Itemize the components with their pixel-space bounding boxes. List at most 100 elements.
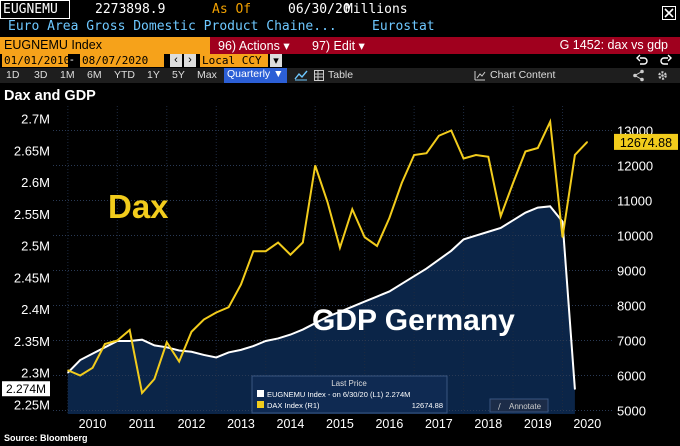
gdp-point <box>401 283 403 285</box>
range-max[interactable]: Max <box>197 69 217 81</box>
currency-select[interactable]: Local CCY <box>200 54 268 67</box>
left-axis-tick: 2.45M <box>14 270 50 285</box>
annotate-button[interactable] <box>489 398 549 413</box>
x-axis-tick: 2012 <box>178 417 206 431</box>
range-1d[interactable]: 1D <box>6 69 20 81</box>
share-icon[interactable] <box>632 69 645 82</box>
legend-dax-swatch <box>257 401 264 408</box>
dax-point <box>240 283 242 286</box>
dax-point <box>289 254 292 256</box>
redo-icon[interactable] <box>660 54 672 67</box>
data-source: Eurostat <box>372 19 435 34</box>
dax-point <box>586 141 588 143</box>
table-button[interactable]: Table <box>328 69 354 81</box>
gdp-point <box>425 267 428 270</box>
dax-point <box>561 236 564 238</box>
dax-point <box>265 250 267 252</box>
left-current-badge <box>2 381 50 397</box>
x-axis-tick: 2018 <box>474 417 502 431</box>
x-axis-tick: 2015 <box>326 417 354 431</box>
security-header: EUGNEMU 2273898.9 As Of 06/30/20 Million… <box>0 0 680 19</box>
gdp-point <box>487 231 489 233</box>
gdp-point <box>265 340 267 342</box>
edit-menu[interactable]: 97) Edit ▾ <box>312 39 365 53</box>
legend-gdp-swatch <box>257 390 264 397</box>
dax-point <box>364 236 366 238</box>
legend-box <box>251 375 448 414</box>
legend-dax-entry: DAX Index (R1) <box>267 401 320 410</box>
gdp-annotation: GDP Germany <box>312 304 515 337</box>
period-select[interactable]: Quarterly ▼ <box>224 68 287 83</box>
gdp-point <box>277 337 279 340</box>
gdp-line <box>67 205 576 390</box>
dax-point <box>574 154 576 156</box>
dax-point <box>549 121 551 123</box>
gdp-point <box>141 339 143 341</box>
x-axis-tick: 2017 <box>425 417 453 431</box>
gdp-point <box>79 359 81 361</box>
right-axis-tick: 9000 <box>617 264 646 279</box>
dax-point <box>450 129 452 132</box>
left-axis-tick: 2.65M <box>14 143 50 158</box>
chart-content-icon <box>474 71 486 81</box>
dax-point <box>203 318 205 321</box>
dax-point <box>314 164 316 167</box>
range-6m[interactable]: 6M <box>87 69 102 81</box>
ticker-label: EUGNEMU <box>0 0 70 19</box>
line-chart-icon[interactable] <box>294 70 308 81</box>
right-axis-tick: 10000 <box>617 229 653 244</box>
table-icon <box>314 70 324 81</box>
range-5y[interactable]: 5Y <box>172 69 185 81</box>
dax-point <box>190 331 193 333</box>
left-axis-tick: 2.7M <box>21 112 50 127</box>
range-1y[interactable]: 1Y <box>147 69 160 81</box>
dax-point <box>537 147 539 149</box>
close-icon[interactable] <box>662 6 676 20</box>
units-label: Millions <box>345 2 408 17</box>
right-axis-tick: 7000 <box>617 334 646 349</box>
dax-point <box>413 154 415 156</box>
x-axis-tick: 2020 <box>573 417 601 431</box>
date-next-icon[interactable]: › <box>184 54 196 67</box>
date-prev-icon[interactable]: ‹ <box>170 54 182 67</box>
x-axis-tick: 2010 <box>79 417 107 431</box>
date-separator: - <box>70 54 74 66</box>
security-field[interactable]: EUGNEMU Index <box>0 37 210 54</box>
end-date-input[interactable]: 08/07/2020 <box>80 54 164 67</box>
chart-content-button[interactable]: Chart Content <box>490 69 556 81</box>
date-range-bar: 01/01/2010 - 08/07/2020 ‹ › Local CCY ▾ <box>0 54 680 68</box>
range-ytd[interactable]: YTD <box>114 69 135 81</box>
dax-point <box>166 341 168 343</box>
gdp-point <box>413 275 415 277</box>
gdp-point <box>178 349 180 352</box>
right-axis-tick: 12000 <box>617 159 653 174</box>
dax-point <box>512 182 514 184</box>
gdp-point <box>252 345 254 347</box>
start-date-input[interactable]: 01/01/2010 <box>2 54 71 67</box>
actions-menu[interactable]: 96) Actions ▾ <box>218 39 290 53</box>
range-toolbar: 1D 3D 1M 6M YTD 1Y 5Y Max Quarterly ▼ Ta… <box>0 68 680 83</box>
dax-point <box>326 201 329 203</box>
undo-icon[interactable] <box>636 54 648 67</box>
dax-annotation: Dax <box>108 188 169 225</box>
dax-point <box>438 135 440 137</box>
dax-point <box>302 241 304 244</box>
gdp-point <box>351 306 353 308</box>
right-current-badge <box>614 133 678 150</box>
dax-point <box>339 247 341 249</box>
gear-icon[interactable] <box>656 69 669 82</box>
gdp-point <box>203 354 205 356</box>
gdp-point <box>524 212 527 214</box>
as-of-date: 06/30/20 <box>288 2 351 17</box>
gdp-point <box>289 334 292 336</box>
gdp-point <box>500 227 502 229</box>
right-axis-tick: 6000 <box>617 369 646 384</box>
currency-dropdown-icon[interactable]: ▾ <box>270 54 282 67</box>
range-1m[interactable]: 1M <box>60 69 75 81</box>
gdp-point <box>314 322 316 324</box>
range-3d[interactable]: 3D <box>34 69 48 81</box>
x-axis-tick: 2013 <box>227 417 255 431</box>
dax-point <box>277 241 279 244</box>
gdp-point <box>240 349 242 351</box>
